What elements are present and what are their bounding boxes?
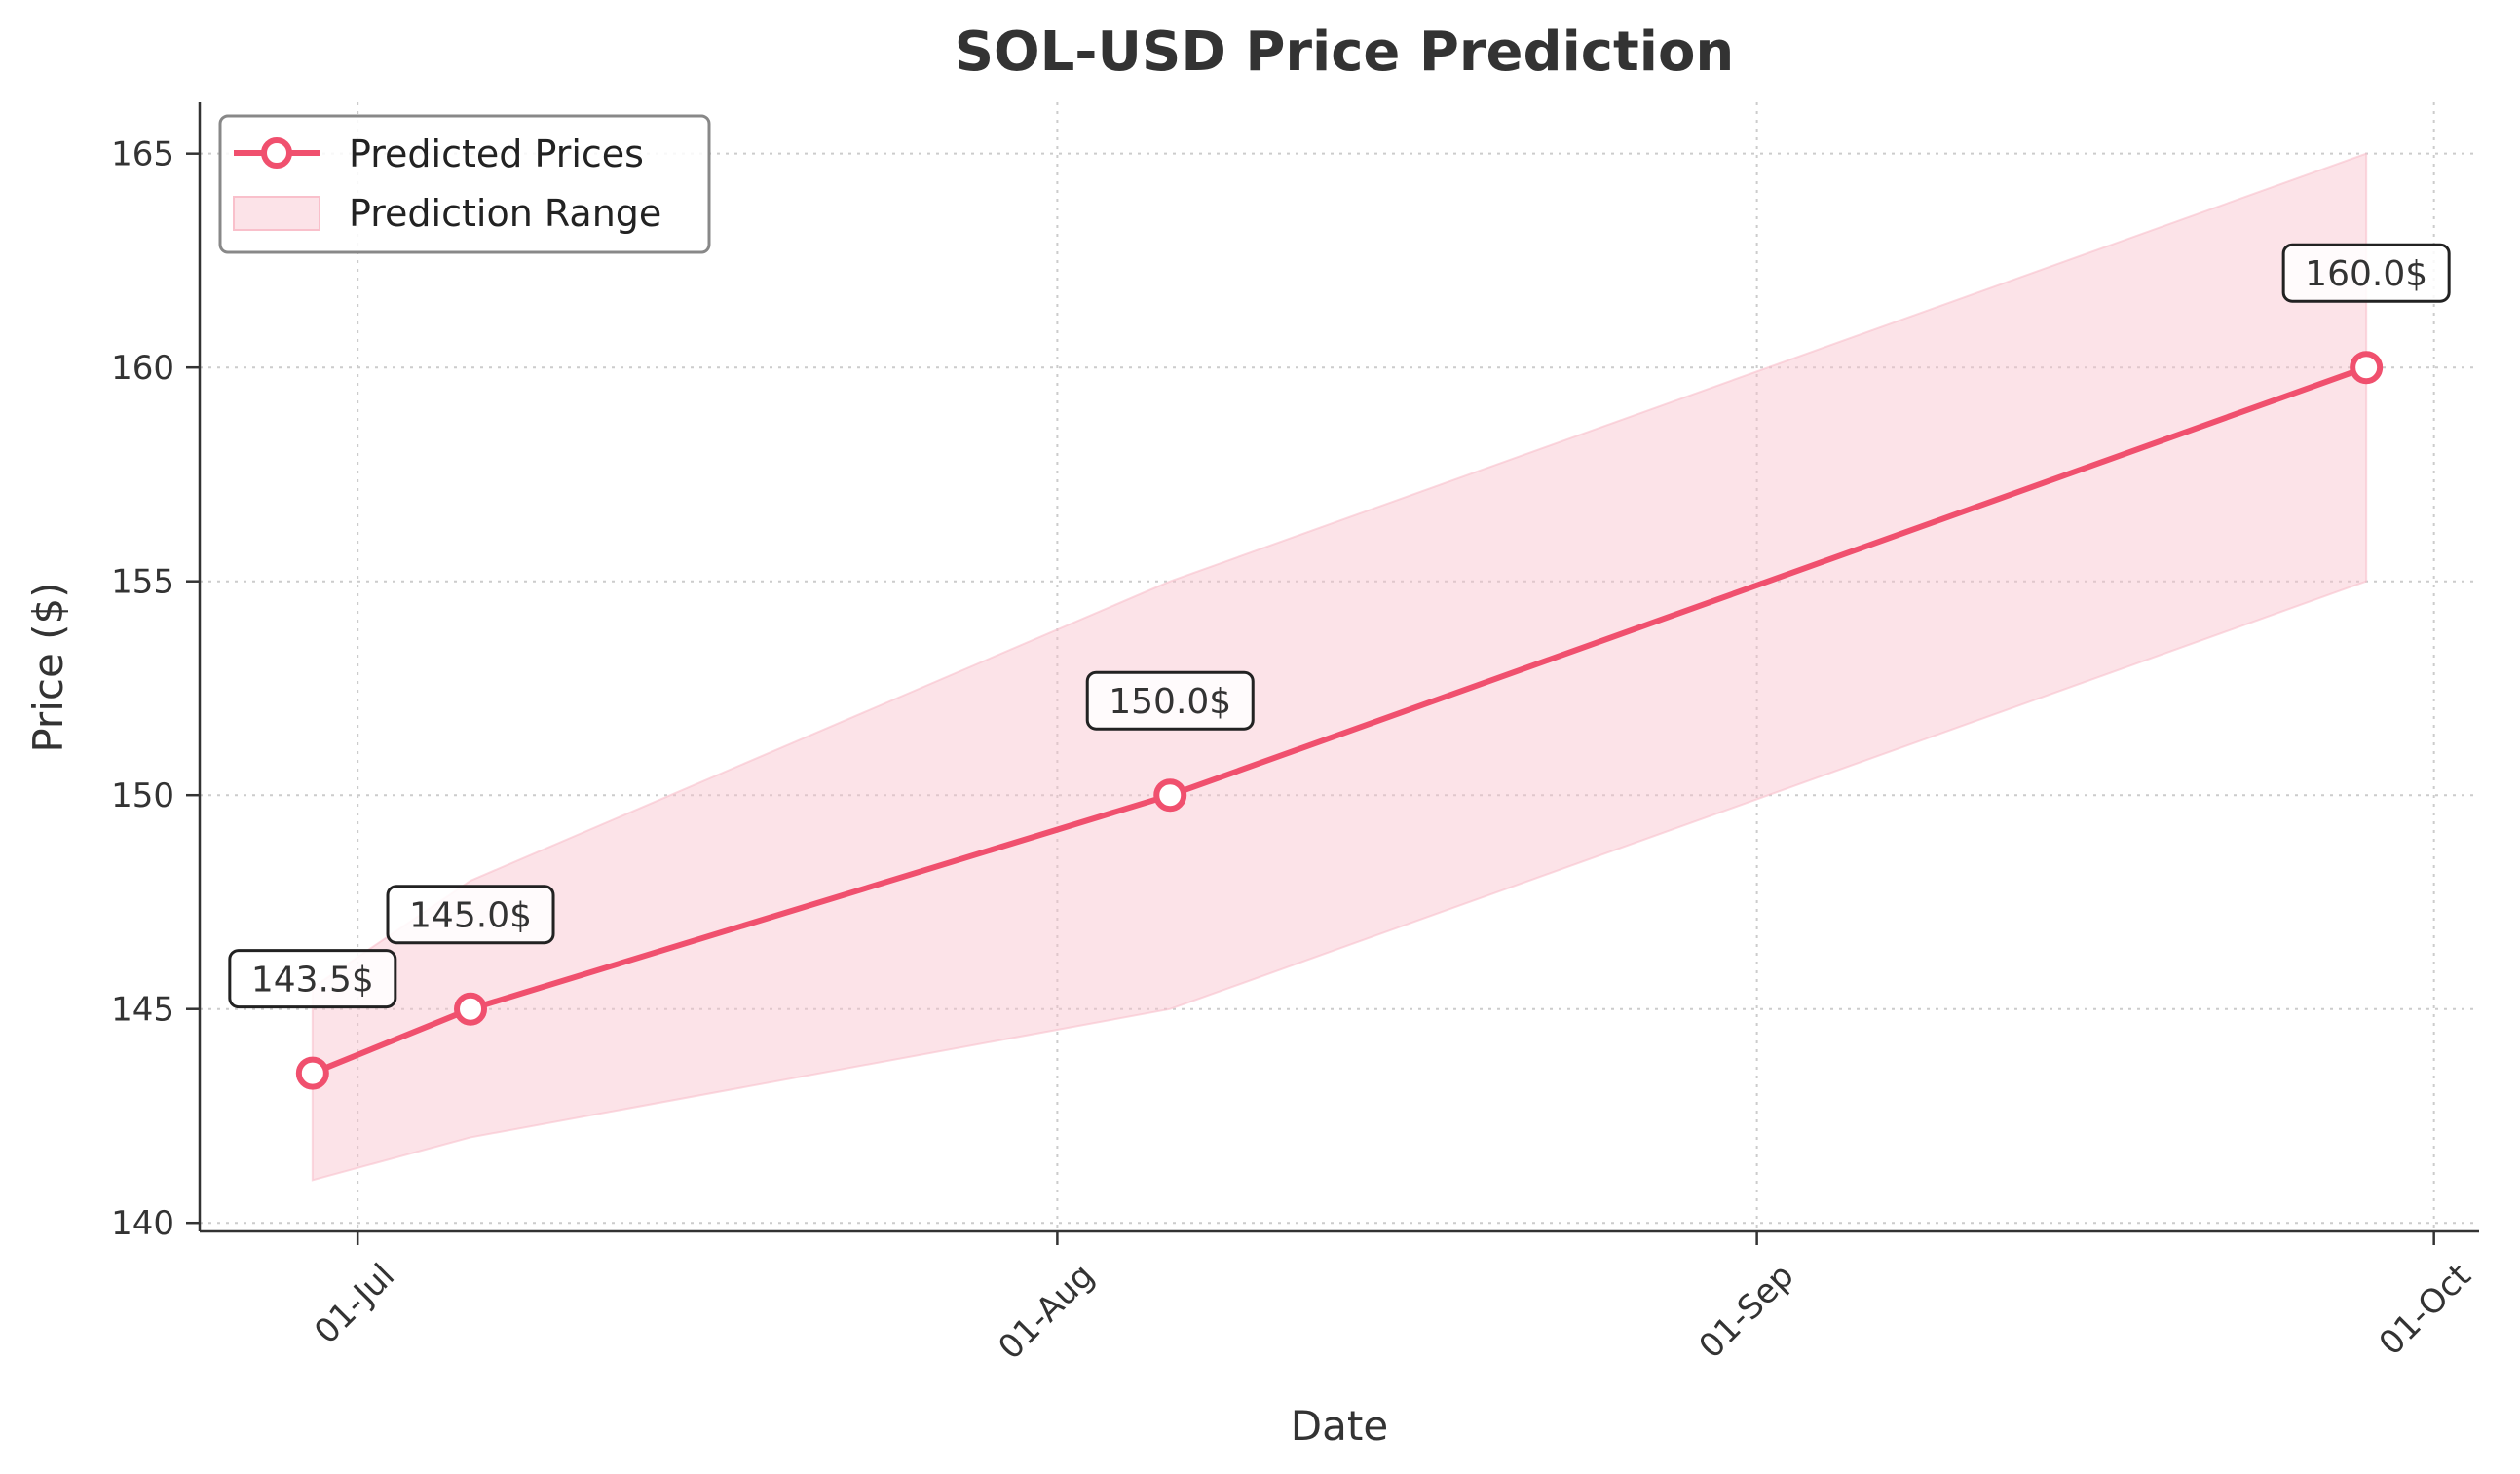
data-point-2 [1153, 778, 1187, 813]
legend-label-prediction-range: Prediction Range [349, 192, 661, 235]
annotation-label-1: 145.0$ [409, 896, 532, 936]
price-annotations: 143.5$ 145.0$ 150.0$ 160.0$ [228, 243, 2451, 1009]
y-ticks: 140 145 150 155 160 165 [111, 135, 200, 1243]
annotation-label-0: 143.5$ [251, 961, 374, 1001]
data-point-3 [2350, 351, 2384, 385]
prediction-range-area [311, 152, 2368, 1182]
legend-frame [218, 114, 711, 254]
annotation-box-2 [1085, 670, 1255, 731]
legend-label-predicted-prices: Predicted Prices [349, 132, 644, 175]
y-tick-label-4: 160 [111, 349, 174, 388]
annotation-box-3 [2281, 243, 2451, 303]
data-point-0 [295, 1056, 329, 1090]
chart-title: SOL-USD Price Prediction [955, 20, 1735, 84]
axes [198, 102, 2479, 1233]
y-tick-label-2: 150 [111, 776, 174, 815]
x-tick-label-3: 01-Oct [2372, 1257, 2479, 1364]
x-tick-label-2: 01-Sep [1692, 1257, 1802, 1367]
y-tick-label-3: 155 [111, 563, 174, 602]
annotation-box-0 [228, 949, 397, 1009]
predicted-price-points [295, 351, 2384, 1090]
y-tick-label-1: 145 [111, 991, 174, 1030]
y-tick-label-5: 165 [111, 135, 174, 174]
annotation-label-3: 160.0$ [2305, 254, 2427, 294]
grid [200, 102, 2479, 1231]
x-ticks: 01-Jul 01-Aug 01-Sep 01-Oct [307, 1231, 2479, 1368]
annotation-label-2: 150.0$ [1109, 682, 1231, 722]
data-point-1 [454, 992, 488, 1026]
y-tick-label-0: 140 [111, 1204, 174, 1243]
x-tick-label-1: 01-Aug [991, 1257, 1102, 1368]
annotation-box-1 [386, 885, 555, 945]
x-axis-label: Date [1291, 1402, 1388, 1450]
x-tick-label-0: 01-Jul [307, 1257, 402, 1352]
legend-area-swatch [233, 196, 320, 231]
predicted-prices-line [311, 364, 2368, 1077]
legend: Predicted Prices Prediction Range [218, 114, 711, 254]
y-axis-label: Price ($) [24, 582, 72, 752]
legend-marker-swatch [261, 137, 292, 169]
